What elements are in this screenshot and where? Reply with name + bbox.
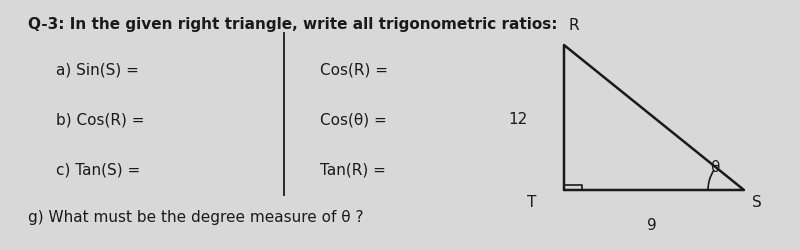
Text: T: T bbox=[526, 195, 536, 210]
Text: θ: θ bbox=[710, 160, 720, 175]
Text: 12: 12 bbox=[509, 112, 528, 128]
Text: Tan(R) =: Tan(R) = bbox=[320, 162, 386, 178]
Text: Cos(θ) =: Cos(θ) = bbox=[320, 112, 386, 128]
Text: c) Tan(S) =: c) Tan(S) = bbox=[56, 162, 140, 178]
Text: Q-3: In the given right triangle, write all trigonometric ratios:: Q-3: In the given right triangle, write … bbox=[28, 18, 558, 32]
Text: Cos(R) =: Cos(R) = bbox=[320, 62, 388, 78]
Text: R: R bbox=[568, 18, 578, 32]
Text: a) Sin(S) =: a) Sin(S) = bbox=[56, 62, 139, 78]
Text: g) What must be the degree measure of θ ?: g) What must be the degree measure of θ … bbox=[28, 210, 363, 225]
Text: S: S bbox=[752, 195, 762, 210]
Text: 9: 9 bbox=[647, 218, 657, 232]
Text: b) Cos(R) =: b) Cos(R) = bbox=[56, 112, 145, 128]
